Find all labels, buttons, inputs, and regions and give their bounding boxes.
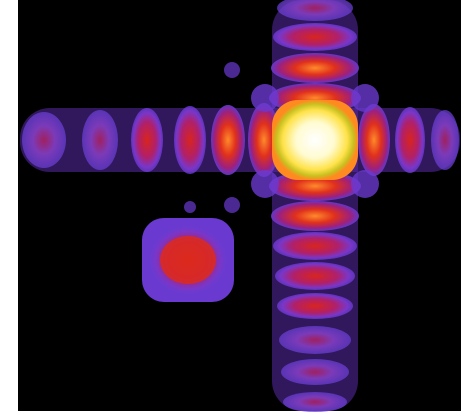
lobe [273, 232, 357, 260]
screenshot [0, 0, 473, 417]
spot [351, 84, 379, 112]
lobe [273, 23, 357, 51]
lobe [174, 106, 206, 174]
spot [251, 170, 279, 198]
lobe [277, 293, 353, 319]
lobe [131, 108, 163, 172]
spot [251, 84, 279, 112]
secondary-blob [142, 218, 234, 302]
lobe [271, 201, 359, 231]
lobe [82, 110, 118, 170]
lobe [211, 105, 245, 175]
lobe [431, 110, 459, 170]
lobe [271, 53, 359, 83]
central-peak [272, 100, 358, 180]
lobe [275, 262, 355, 290]
spot [224, 62, 240, 78]
spot [184, 201, 196, 213]
lobe [283, 392, 347, 412]
lobe [281, 359, 349, 385]
blob-core [160, 236, 216, 284]
lobe [358, 104, 390, 176]
lobe [395, 107, 425, 173]
diffraction-image [0, 0, 473, 417]
spot [351, 170, 379, 198]
lobe [279, 326, 351, 354]
spot [224, 197, 240, 213]
lobe [22, 112, 66, 168]
